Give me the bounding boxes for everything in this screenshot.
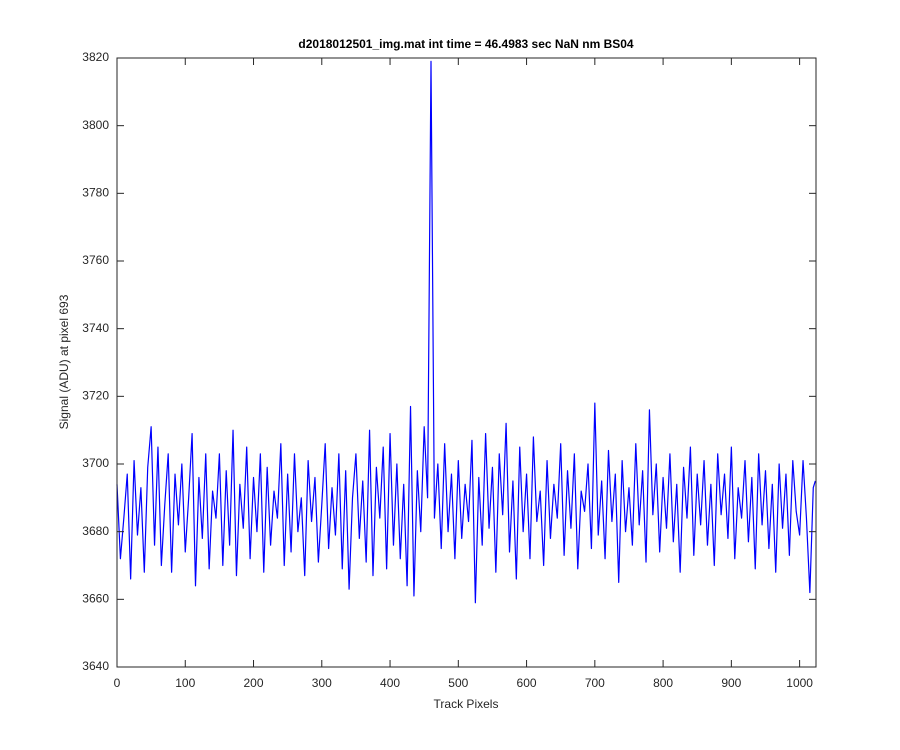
x-tick-label: 100: [175, 676, 195, 690]
y-tick-label: 3700: [82, 456, 109, 470]
x-tick-label: 0: [114, 676, 121, 690]
y-axis-label: Signal (ADU) at pixel 693: [57, 294, 71, 429]
y-tick-label: 3760: [82, 253, 109, 267]
x-tick-label: 600: [517, 676, 537, 690]
x-tick-label: 700: [585, 676, 605, 690]
y-tick-label: 3640: [82, 659, 109, 673]
y-tick-label: 3800: [82, 118, 109, 132]
y-tick-label: 3780: [82, 186, 109, 200]
y-tick-label: 3660: [82, 592, 109, 606]
x-tick-label: 200: [244, 676, 264, 690]
data-line: [116, 60, 816, 604]
y-tick-label: 3680: [82, 524, 109, 538]
plot-frame: [116, 57, 817, 668]
x-tick-label: 300: [312, 676, 332, 690]
x-tick-label: 500: [448, 676, 468, 690]
x-tick-label: 900: [721, 676, 741, 690]
y-tick-label: 3820: [82, 50, 109, 64]
y-tick-label: 3740: [82, 321, 109, 335]
x-tick-label: 400: [380, 676, 400, 690]
y-tick-label: 3720: [82, 389, 109, 403]
x-tick-label: 800: [653, 676, 673, 690]
x-axis-label: Track Pixels: [434, 697, 499, 711]
x-tick-label: 1000: [786, 676, 813, 690]
chart-title: d2018012501_img.mat int time = 46.4983 s…: [298, 37, 634, 51]
